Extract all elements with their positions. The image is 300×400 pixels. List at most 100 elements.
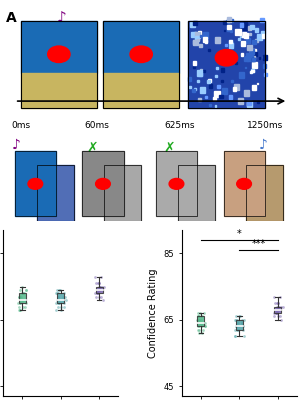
Bar xyxy=(250,71,252,73)
Bar xyxy=(257,101,259,103)
Bar xyxy=(247,102,250,106)
Point xyxy=(236,320,240,326)
Bar xyxy=(253,58,255,61)
Bar xyxy=(156,151,197,216)
Bar xyxy=(256,38,259,42)
Point xyxy=(96,287,100,293)
Bar xyxy=(227,17,231,22)
Point xyxy=(93,293,98,300)
Point xyxy=(196,313,200,320)
Bar xyxy=(19,293,26,303)
Point xyxy=(55,287,60,293)
Bar xyxy=(208,104,211,106)
Bar xyxy=(195,32,200,38)
Point xyxy=(17,307,22,313)
Bar xyxy=(104,166,142,221)
Circle shape xyxy=(96,178,110,189)
Bar xyxy=(15,151,56,216)
Point xyxy=(56,300,61,306)
Point xyxy=(62,290,67,296)
Point xyxy=(195,323,200,330)
Point xyxy=(95,287,100,293)
Bar xyxy=(263,64,266,68)
Point xyxy=(55,297,60,303)
Bar xyxy=(231,54,236,59)
Bar xyxy=(262,34,266,38)
Bar xyxy=(256,82,258,84)
Bar xyxy=(244,22,247,25)
Point xyxy=(201,310,206,316)
Bar xyxy=(189,86,191,88)
Point xyxy=(195,313,200,320)
Point xyxy=(272,293,276,300)
Bar xyxy=(224,151,265,216)
Bar xyxy=(245,166,283,221)
Point xyxy=(56,293,60,300)
Circle shape xyxy=(48,46,70,62)
Bar xyxy=(257,34,262,40)
Bar xyxy=(253,52,257,56)
Point xyxy=(55,290,60,296)
Point xyxy=(200,320,204,326)
Point xyxy=(196,316,201,323)
Point xyxy=(274,307,279,313)
Point xyxy=(234,316,239,323)
Point xyxy=(201,326,206,333)
Text: ♪: ♪ xyxy=(259,138,268,152)
Point xyxy=(61,293,66,300)
Bar xyxy=(197,70,202,76)
Point xyxy=(94,290,99,296)
Bar xyxy=(230,42,233,46)
Bar xyxy=(193,20,197,25)
Point xyxy=(97,284,102,290)
Bar xyxy=(103,21,179,108)
Point xyxy=(275,300,280,306)
Bar xyxy=(214,105,216,107)
Point xyxy=(18,300,22,306)
Point xyxy=(22,297,27,303)
Point xyxy=(235,326,239,333)
Bar xyxy=(82,151,124,216)
Point xyxy=(275,310,280,316)
Point xyxy=(96,290,101,296)
Bar xyxy=(261,31,264,34)
Point xyxy=(275,303,280,310)
Bar xyxy=(252,62,257,68)
Bar xyxy=(195,36,199,40)
Point xyxy=(19,290,24,296)
Point xyxy=(17,293,22,300)
Point xyxy=(196,330,201,336)
Point xyxy=(24,287,28,293)
Bar xyxy=(274,306,281,313)
Point xyxy=(236,326,241,333)
Bar xyxy=(235,29,241,35)
Circle shape xyxy=(215,50,238,66)
Bar xyxy=(213,96,216,100)
Bar xyxy=(225,44,227,46)
Point xyxy=(58,303,63,310)
Bar xyxy=(231,19,233,22)
Bar xyxy=(82,151,124,216)
Bar xyxy=(252,55,254,58)
Point xyxy=(203,323,208,330)
Point xyxy=(60,297,65,303)
Bar xyxy=(247,55,253,62)
Point xyxy=(196,316,201,323)
Point xyxy=(57,300,62,306)
Circle shape xyxy=(169,178,184,189)
Bar xyxy=(236,62,237,64)
Text: ♪: ♪ xyxy=(12,138,21,152)
Point xyxy=(274,300,279,306)
Point xyxy=(21,297,26,303)
Point xyxy=(276,303,281,310)
Point xyxy=(194,316,199,323)
Bar xyxy=(215,37,220,43)
Bar xyxy=(248,26,251,30)
Bar xyxy=(156,151,197,216)
Bar xyxy=(205,40,208,43)
Point xyxy=(196,313,201,320)
Point xyxy=(235,323,240,330)
Bar xyxy=(223,61,226,64)
Bar xyxy=(178,166,215,221)
Bar xyxy=(216,66,218,70)
